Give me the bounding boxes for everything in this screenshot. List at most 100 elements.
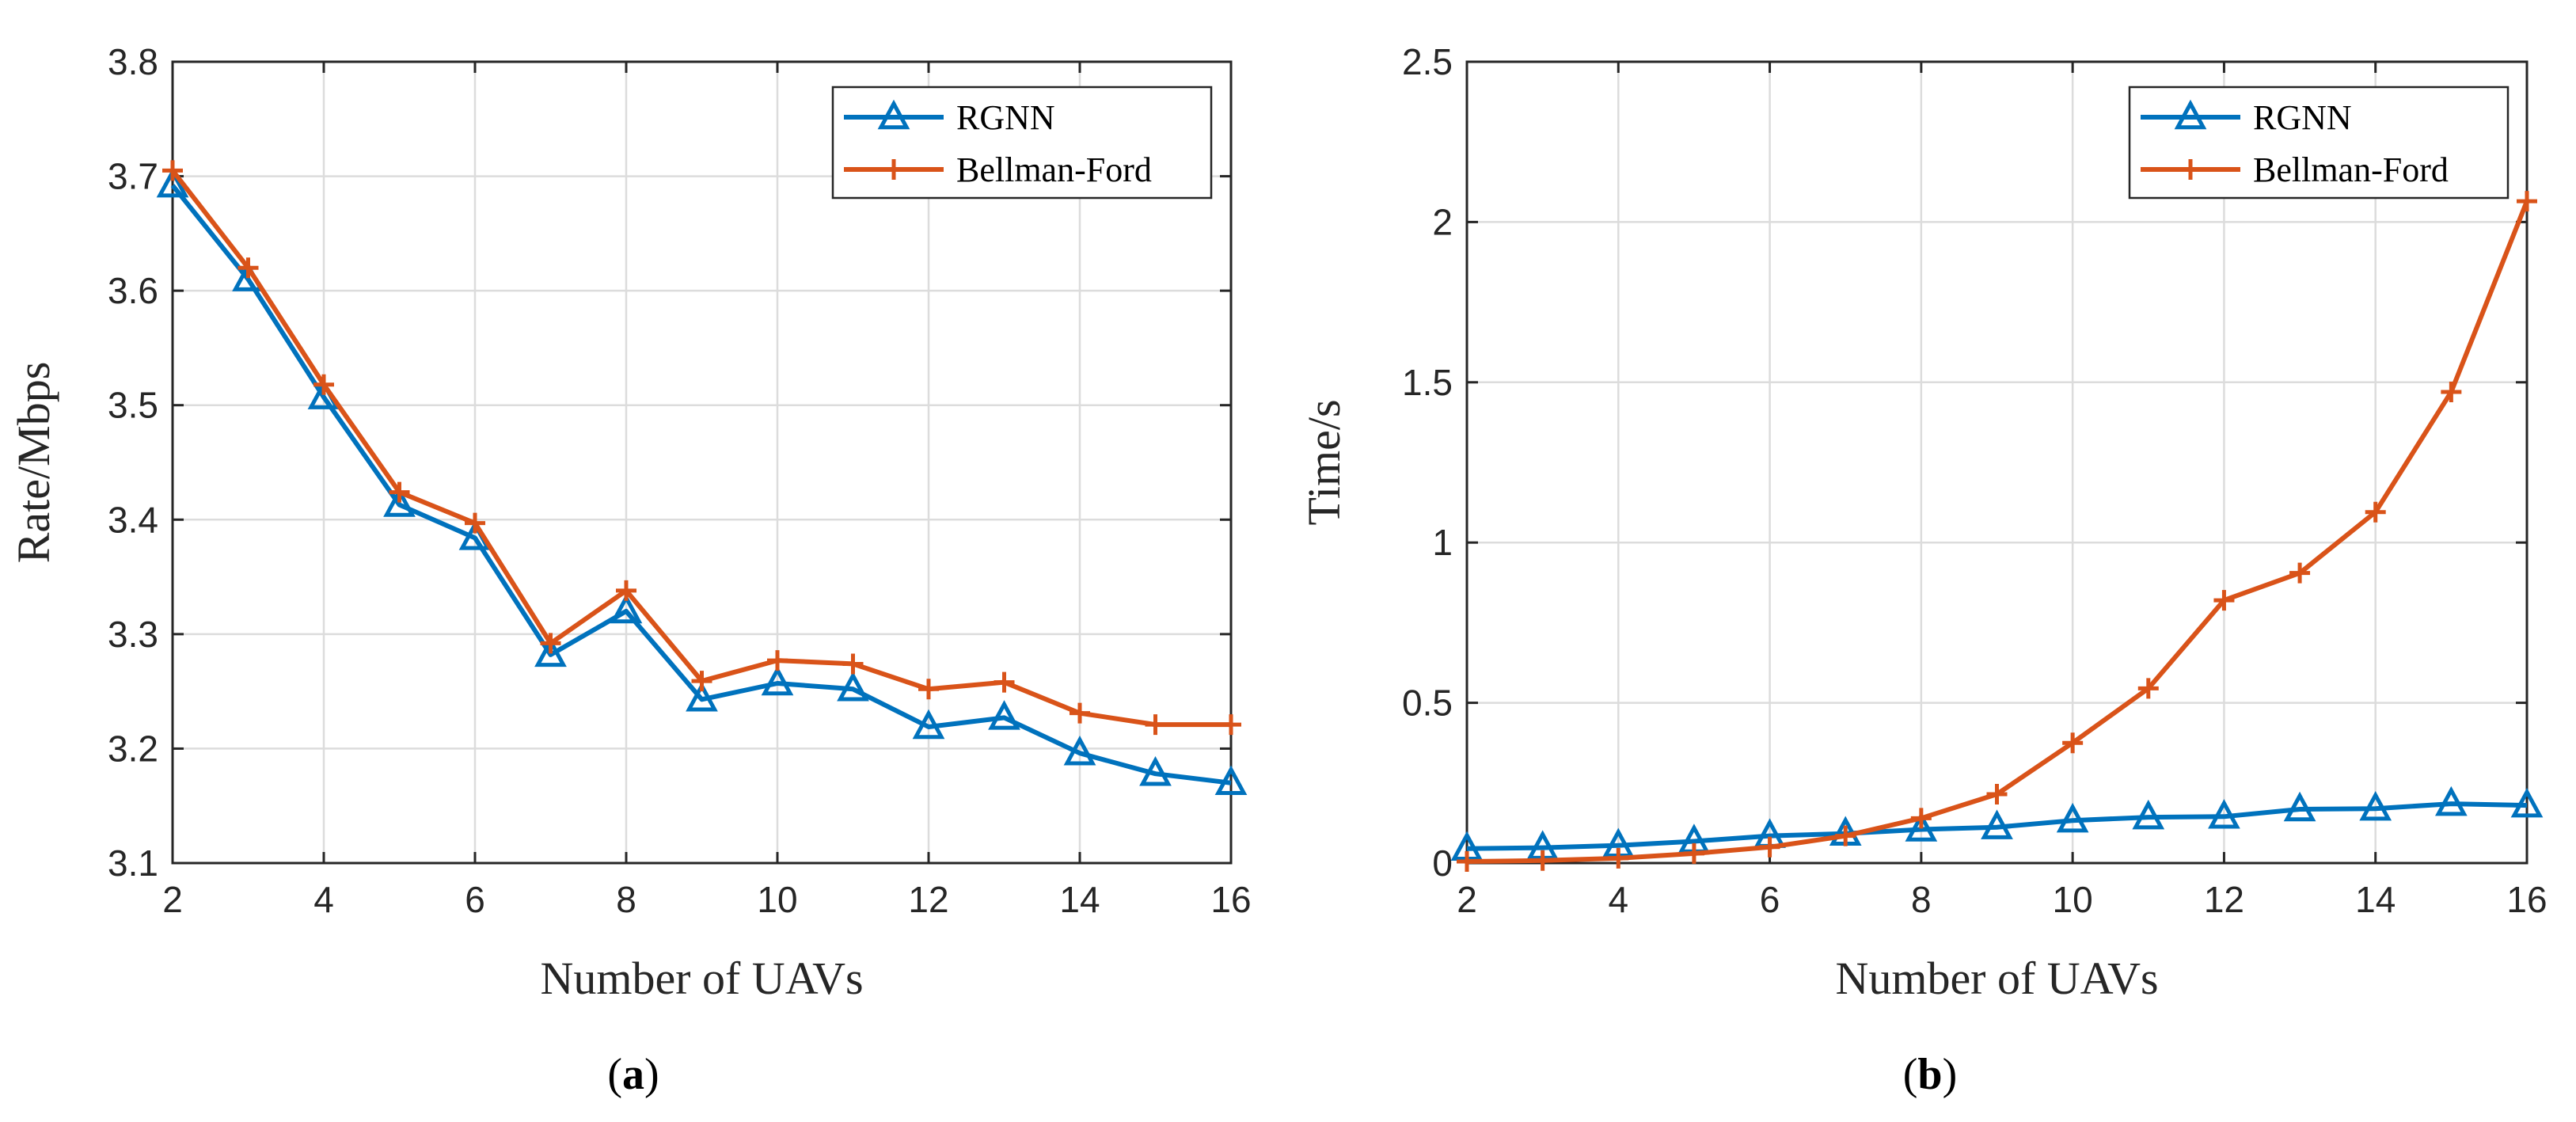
data-point-bellman-ford bbox=[2289, 562, 2311, 584]
x-tick-label: 4 bbox=[313, 879, 334, 920]
x-tick-label: 10 bbox=[757, 879, 797, 920]
y-tick-label: 3.2 bbox=[108, 728, 158, 769]
data-point-bellman-ford bbox=[465, 512, 485, 534]
data-point-bellman-ford bbox=[1070, 702, 1090, 724]
legend-label: Bellman-Ford bbox=[956, 150, 1152, 189]
data-point-bellman-ford bbox=[2365, 501, 2386, 523]
y-tick-label: 3.5 bbox=[108, 385, 158, 426]
data-point-rgnn bbox=[534, 637, 567, 667]
data-point-rgnn bbox=[156, 167, 189, 198]
data-point-bellman-ford bbox=[1986, 783, 2008, 804]
legend-label: Bellman-Ford bbox=[2253, 150, 2449, 189]
data-point-rgnn bbox=[912, 709, 945, 740]
data-point-bellman-ford bbox=[1145, 714, 1166, 736]
data-point-bellman-ford bbox=[1835, 825, 1856, 846]
y-axis-title: Time/s bbox=[1298, 399, 1350, 525]
x-tick-label: 6 bbox=[465, 879, 485, 920]
series-line-rgnn bbox=[1466, 801, 2528, 851]
legend-marker-triangle bbox=[877, 99, 910, 130]
x-tick-label: 10 bbox=[2053, 879, 2093, 920]
data-point-rgnn bbox=[2208, 799, 2240, 829]
y-tick-label: 3.8 bbox=[108, 41, 158, 82]
data-point-rgnn bbox=[686, 682, 718, 712]
data-point-bellman-ford bbox=[994, 671, 1015, 693]
data-point-rgnn bbox=[2056, 802, 2089, 833]
data-point-bellman-ford bbox=[1221, 714, 1241, 736]
data-point-rgnn bbox=[988, 700, 1020, 730]
y-tick-label: 2 bbox=[1432, 201, 1453, 242]
data-point-rgnn bbox=[2359, 790, 2392, 821]
x-tick-label: 16 bbox=[2506, 879, 2547, 920]
series-line-rgnn bbox=[170, 184, 1232, 785]
data-point-bellman-ford bbox=[691, 671, 712, 692]
chart-panel-a: 2 4 6 8 10 12 14 16 3.1 3.2 3.3 3.4 3.5 3.6 3.7 3.8 Numb… bbox=[8, 41, 1252, 1099]
x-tick-label: 2 bbox=[162, 879, 183, 920]
data-point-rgnn bbox=[610, 593, 643, 624]
data-point-bellman-ford bbox=[1608, 847, 1629, 869]
chart-panel-b: 2 4 6 8 10 12 14 16 0 0.5 1 1.5 2 2.5 Number of UAVs Ti… bbox=[1298, 41, 2548, 1099]
panel-caption: (a) bbox=[607, 1050, 659, 1099]
y-tick-label: 3.1 bbox=[108, 842, 158, 884]
data-point-rgnn bbox=[1063, 735, 1096, 766]
data-point-rgnn bbox=[1981, 809, 2013, 839]
data-point-bellman-ford bbox=[616, 580, 636, 601]
x-axis-title: Number of UAVs bbox=[1835, 953, 2158, 1004]
x-axis-title: Number of UAVs bbox=[540, 953, 863, 1004]
y-tick-label: 2.5 bbox=[1402, 41, 1453, 82]
data-point-bellman-ford bbox=[2062, 732, 2084, 754]
data-point-bellman-ford bbox=[767, 650, 788, 671]
legend-marker-plus bbox=[2180, 159, 2201, 180]
y-tick-label: 3.7 bbox=[108, 156, 158, 197]
data-point-bellman-ford bbox=[389, 481, 410, 503]
data-point-bellman-ford bbox=[918, 679, 939, 700]
data-point-rgnn bbox=[1214, 765, 1248, 796]
data-point-bellman-ford bbox=[1910, 808, 1932, 829]
data-point-bellman-ford bbox=[2441, 381, 2462, 402]
y-tick-label: 3.4 bbox=[108, 499, 158, 540]
data-point-bellman-ford bbox=[842, 653, 864, 675]
data-point-bellman-ford bbox=[2517, 191, 2537, 212]
data-point-bellman-ford bbox=[1532, 850, 1553, 871]
data-point-bellman-ford bbox=[2137, 678, 2159, 699]
data-point-rgnn bbox=[2283, 791, 2316, 822]
x-tick-label: 4 bbox=[1608, 879, 1628, 920]
x-tick-label: 8 bbox=[1911, 879, 1932, 920]
data-point-rgnn bbox=[1905, 812, 1938, 842]
data-point-rgnn bbox=[2510, 787, 2544, 818]
y-tick-label: 3.6 bbox=[108, 270, 158, 311]
data-point-rgnn bbox=[1139, 755, 1172, 786]
legend-label: RGNN bbox=[956, 98, 1055, 137]
x-tick-label: 8 bbox=[616, 879, 636, 920]
y-tick-label: 0 bbox=[1432, 842, 1453, 884]
axes-box bbox=[171, 60, 1233, 865]
y-tick-label: 3.3 bbox=[108, 614, 158, 655]
x-tick-label: 14 bbox=[1059, 879, 1100, 920]
legend-marker-plus bbox=[883, 159, 904, 180]
legend-label: RGNN bbox=[2253, 98, 2352, 137]
data-point-bellman-ford bbox=[540, 633, 561, 654]
data-point-rgnn bbox=[383, 487, 416, 517]
x-tick-label: 16 bbox=[1210, 879, 1251, 920]
x-tick-label: 6 bbox=[1760, 879, 1780, 920]
x-tick-label: 14 bbox=[2355, 879, 2396, 920]
axes-box bbox=[1465, 60, 2529, 865]
y-axis-title: Rate/Mbps bbox=[8, 362, 59, 564]
data-point-bellman-ford bbox=[2213, 590, 2235, 611]
x-tick-label: 12 bbox=[908, 879, 948, 920]
data-point-bellman-ford bbox=[162, 160, 183, 181]
data-point-bellman-ford bbox=[313, 374, 334, 395]
x-tick-label: 2 bbox=[1457, 879, 1477, 920]
data-point-bellman-ford bbox=[237, 257, 259, 279]
data-point-rgnn bbox=[2435, 785, 2468, 816]
data-point-rgnn bbox=[761, 665, 794, 696]
data-point-bellman-ford bbox=[1759, 836, 1780, 858]
x-tick-label: 12 bbox=[2204, 879, 2244, 920]
y-tick-label: 1 bbox=[1432, 522, 1453, 563]
data-point-rgnn bbox=[837, 671, 869, 702]
data-point-bellman-ford bbox=[1457, 850, 1477, 872]
y-tick-label: 1.5 bbox=[1402, 362, 1453, 403]
data-point-rgnn bbox=[2132, 799, 2165, 830]
y-tick-label: 0.5 bbox=[1402, 683, 1453, 724]
data-point-bellman-ford bbox=[1683, 842, 1704, 864]
